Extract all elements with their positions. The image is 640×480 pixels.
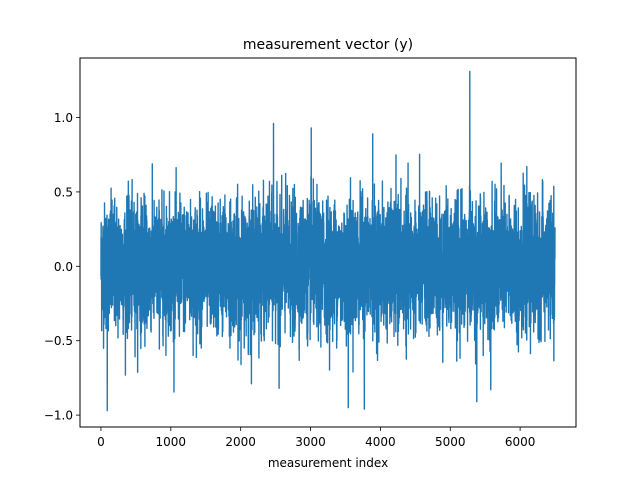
y-tick-label: −1.0 [44, 409, 73, 423]
y-axis: −1.0 −0.5 0.0 0.5 1.0 [44, 111, 80, 423]
chart-title: measurement vector (y) [243, 37, 413, 53]
x-axis: 0 1000 2000 3000 4000 5000 6000 [97, 427, 535, 449]
y-tick-label: 0.5 [54, 185, 73, 199]
measurement-series-line [100, 70, 556, 412]
y-tick-label: 0.0 [54, 260, 73, 274]
x-tick-label: 2000 [225, 435, 256, 449]
x-tick-label: 3000 [295, 435, 326, 449]
y-tick-label: 1.0 [54, 111, 73, 125]
y-tick-label: −0.5 [44, 334, 73, 348]
x-tick-label: 6000 [505, 435, 536, 449]
x-tick-label: 1000 [156, 435, 187, 449]
axes-frame [79, 57, 577, 428]
plot-area [79, 57, 577, 428]
series-layer [100, 70, 556, 412]
x-axis-label: measurement index [268, 456, 388, 470]
x-tick-label: 0 [97, 435, 105, 449]
x-tick-label: 5000 [435, 435, 466, 449]
x-tick-label: 4000 [365, 435, 396, 449]
